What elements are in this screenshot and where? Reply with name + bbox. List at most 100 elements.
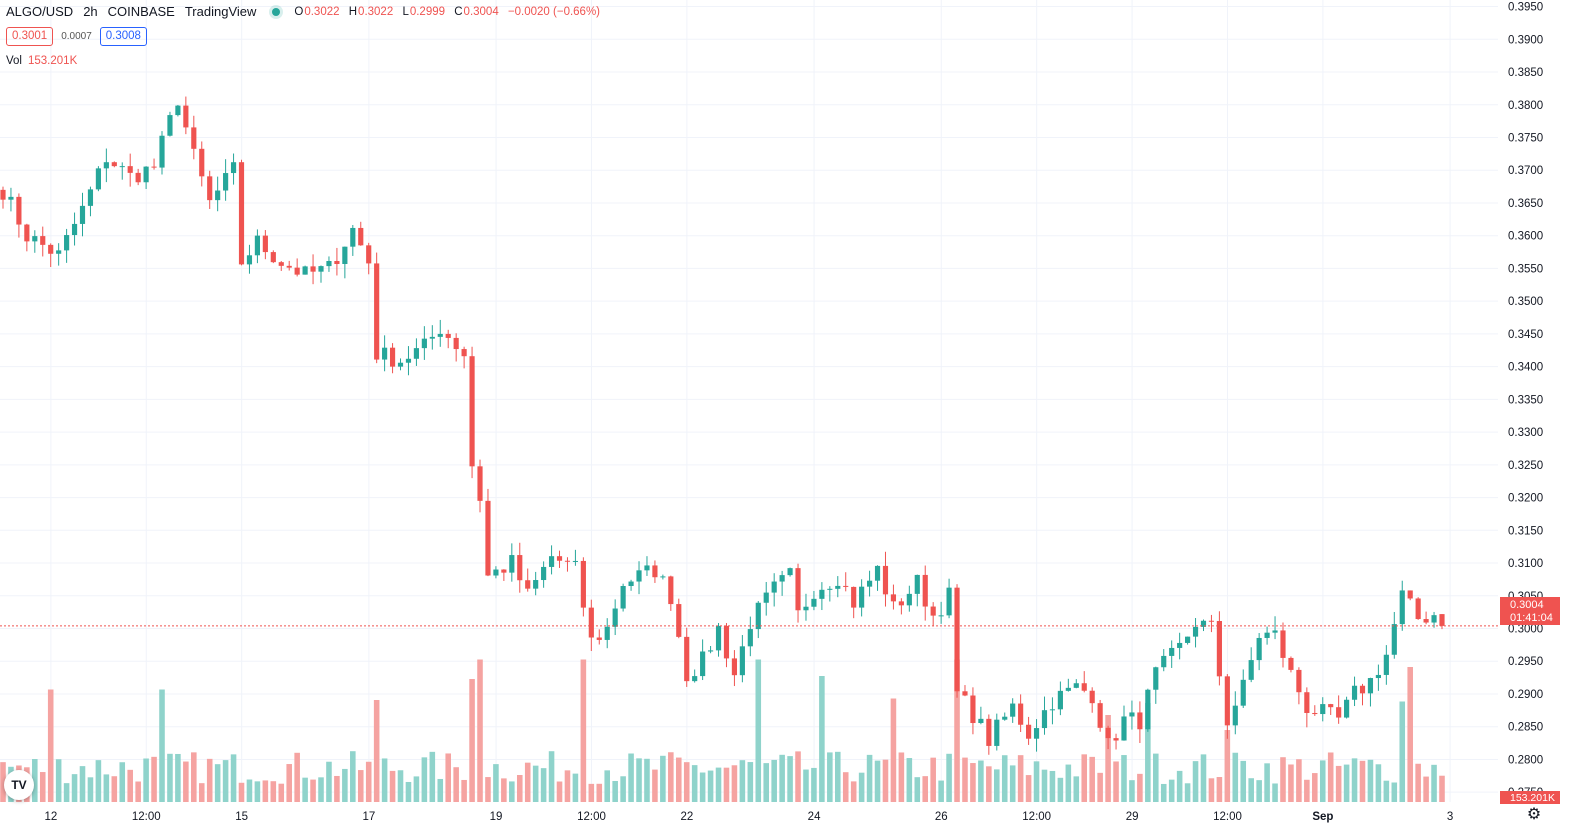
time-axis-label: 12:00	[132, 811, 161, 823]
candle-body	[1312, 712, 1318, 715]
time-axis-label: 22	[680, 811, 693, 823]
candle-body	[167, 115, 173, 136]
bid-button[interactable]: 0.3001	[6, 27, 54, 46]
candle-body	[1336, 707, 1342, 718]
volume-bars	[0, 659, 1445, 802]
candle-body	[890, 594, 897, 602]
volume-bar	[373, 700, 380, 802]
time-axis-label: Sep	[1312, 811, 1333, 823]
volume-bar	[1168, 779, 1175, 802]
time-axis-label: 12:00	[1213, 811, 1242, 823]
volume-bar	[286, 764, 292, 802]
candle-body	[1224, 676, 1230, 726]
volume-bar	[874, 760, 881, 802]
volume-bar	[1129, 780, 1135, 802]
candle-body	[501, 569, 507, 573]
candle-body	[437, 333, 443, 337]
volume-bar	[938, 780, 944, 802]
candle-body	[644, 565, 650, 571]
candle-body	[342, 246, 348, 264]
candle-body	[1105, 727, 1111, 739]
candle-body	[238, 162, 245, 265]
price-axis-label: 0.3300	[1508, 427, 1543, 439]
time-axis-label: 12	[44, 811, 57, 823]
interval[interactable]: 2h	[83, 4, 98, 19]
volume-bar	[1145, 703, 1151, 802]
candle-body	[374, 263, 380, 360]
volume-bar	[747, 762, 754, 802]
candle-body	[588, 607, 594, 638]
volume-bar	[596, 783, 603, 802]
volume-bar	[461, 779, 467, 802]
volume-bar	[1001, 755, 1008, 802]
volume-bar	[127, 769, 133, 802]
volume-bar	[946, 753, 952, 802]
high-value: 0.3022	[358, 5, 394, 18]
volume-bar	[318, 777, 324, 802]
price-axis-label: 0.3650	[1508, 198, 1543, 210]
price-axis-label: 0.3000	[1508, 624, 1543, 636]
candle-body	[95, 168, 101, 190]
candle-body	[938, 615, 944, 617]
candle-body	[334, 261, 340, 264]
candle-body	[1041, 710, 1048, 729]
candle-body	[676, 604, 682, 637]
candle-body	[350, 227, 356, 247]
volume-bar	[755, 659, 762, 802]
volume-label[interactable]: Vol	[6, 55, 22, 67]
price-axis-label: 0.3400	[1508, 362, 1543, 374]
price-axis-label: 0.2850	[1508, 722, 1543, 734]
volume-bar	[1025, 775, 1032, 802]
candle-body	[914, 574, 920, 594]
candle-body	[1439, 614, 1445, 626]
last-price-tag: 0.3004	[1510, 599, 1544, 611]
candle-body	[692, 676, 698, 682]
time-axis-label: 12:00	[577, 811, 606, 823]
volume-bar	[1391, 782, 1398, 802]
candle-body	[612, 608, 618, 627]
symbol-name[interactable]: ALGO/USD	[6, 4, 74, 19]
volume-bar	[509, 781, 515, 802]
volume-bar	[1431, 764, 1437, 802]
candle-body	[1344, 699, 1350, 718]
volume-bar	[1216, 777, 1223, 802]
open-label: O	[294, 5, 304, 18]
volume-bar	[675, 757, 682, 802]
volume-bar	[1439, 775, 1445, 802]
candle-body	[111, 162, 117, 167]
volume-bar	[954, 659, 960, 802]
volume-bar	[779, 754, 785, 802]
candle-body	[978, 718, 984, 724]
candle-body	[199, 148, 205, 177]
bid-ask-row: 0.3001 0.0007 0.3008	[6, 27, 147, 46]
volume-bar	[819, 676, 825, 802]
candle-body	[278, 262, 284, 266]
candle-body	[509, 555, 515, 573]
candle-body	[1161, 655, 1167, 668]
volume-bar	[628, 753, 634, 802]
candle-body	[8, 196, 14, 200]
volume-bar	[1351, 758, 1358, 802]
price-axis-label: 0.3200	[1508, 493, 1543, 505]
time-axis[interactable]: 12 12:00 15 17 19 12:00 22 24 26 12:00 29 12:00 Sep 3	[44, 811, 1453, 823]
tradingview-logo-icon[interactable]: TV	[4, 770, 34, 800]
price-axis-label: 0.3700	[1508, 165, 1543, 177]
volume-bar	[278, 783, 285, 802]
candle-body	[1065, 687, 1071, 691]
volume-bar	[1399, 701, 1406, 802]
volume-bar	[294, 752, 300, 802]
candle-body	[1097, 703, 1103, 728]
gear-icon[interactable]: ⚙	[1526, 806, 1542, 823]
candle-body	[660, 576, 666, 578]
price-axis[interactable]: 0.3950 0.3900 0.3850 0.3800 0.3750 0.3700 0.36…	[1508, 2, 1543, 800]
candle-body	[127, 166, 133, 173]
volume-bar	[437, 778, 444, 802]
market-status-icon[interactable]	[272, 7, 281, 16]
volume-bar	[214, 764, 221, 802]
ask-button[interactable]: 0.3008	[99, 27, 147, 46]
candle-body	[580, 560, 586, 608]
volume-bar	[32, 759, 38, 802]
candle-body	[270, 252, 276, 263]
candle-body	[596, 637, 602, 640]
